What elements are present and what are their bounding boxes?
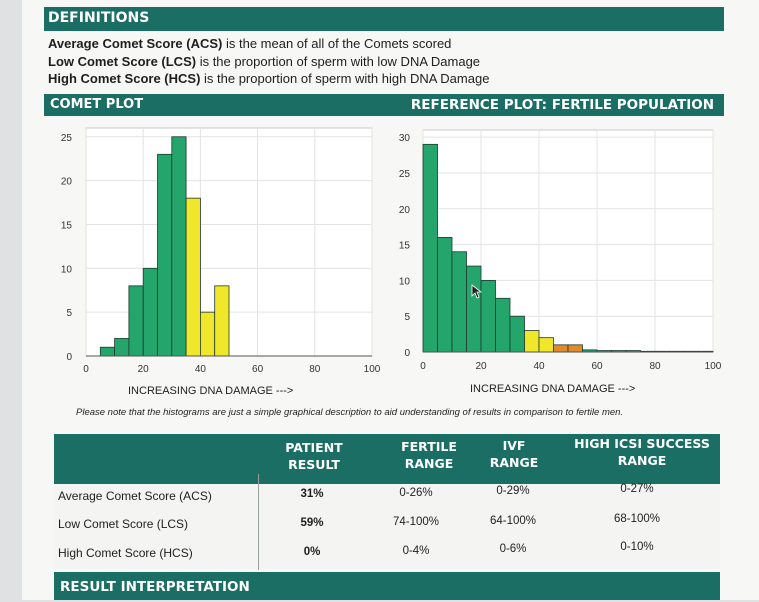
header-ivf-range: IVF RANGE <box>464 437 564 471</box>
mouse-cursor-icon <box>471 284 483 299</box>
comet-plot-x-tick-label: 100 <box>364 364 381 375</box>
comet-plot-title: COMET PLOT <box>50 97 144 112</box>
result-interpretation-header: RESULT INTERPRETATION <box>54 572 720 600</box>
reference-plot-bar <box>567 344 583 353</box>
reference-plot-bar <box>480 279 496 353</box>
reference-plot-bar <box>451 251 467 353</box>
reference-plot-y-tick-label: 15 <box>399 241 411 252</box>
definition-text: is the mean of all of the Comets scored <box>222 36 452 51</box>
comet-plot-x-tick-label: 60 <box>252 364 264 375</box>
comet-plot-y-tick-label: 15 <box>61 220 73 231</box>
header-line: FERTILE <box>401 439 457 454</box>
header-line: RANGE <box>489 455 539 470</box>
comet-plot-y-tick-label: 0 <box>66 352 72 363</box>
comet-plot-x-tick-label: 80 <box>309 364 321 375</box>
reference-plot-bar <box>466 265 482 353</box>
definition-hcs: High Comet Score (HCS) is the proportion… <box>48 71 489 86</box>
reference-plot-x-tick-label: 40 <box>533 361 545 372</box>
hcs-patient-result: 0% <box>303 546 321 558</box>
reference-plot-x-axis-label: INCREASING DNA DAMAGE ---> <box>470 383 636 395</box>
acs-fertile-range: 0-26% <box>399 487 433 499</box>
lcs-ivf-range: 64-100% <box>489 515 537 527</box>
hcs-fertile-range: 0-4% <box>402 545 430 557</box>
row-label-acs: Average Comet Score (ACS) <box>58 489 212 503</box>
reference-plot-y-tick-label: 20 <box>399 205 411 216</box>
header-line: RESULT <box>288 457 340 472</box>
header-line: RANGE <box>404 456 454 471</box>
reference-plot-bar <box>437 237 453 353</box>
definition-term: Average Comet Score (ACS) <box>48 36 223 51</box>
comet-plot-bar <box>199 311 216 357</box>
comet-plot-bar <box>142 267 158 357</box>
header-patient-result: PATIENT RESULT <box>259 439 369 473</box>
reference-plot-bar <box>553 344 569 353</box>
comet-plot-bar <box>171 136 187 357</box>
definition-acs: Average Comet Score (ACS) is the mean of… <box>48 36 451 51</box>
definition-term: High Comet Score (HCS) <box>48 71 201 86</box>
reference-plot-y-tick-label: 30 <box>399 133 411 144</box>
reference-plot-bar <box>538 337 554 353</box>
header-high-icsi-range: HIGH ICSI SUCCESS RANGE <box>562 435 722 469</box>
lcs-icsi-range: 68-100% <box>613 513 661 525</box>
reference-plot-x-tick-label: 0 <box>420 361 426 372</box>
comet-plot-x-tick-label: 20 <box>138 364 150 375</box>
comet-plot-bar <box>114 338 130 357</box>
acs-icsi-range: 0-27% <box>620 483 654 495</box>
row-label-lcs: Low Comet Score (LCS) <box>58 517 189 531</box>
reference-plot-title: REFERENCE PLOT: FERTILE POPULATION <box>410 97 714 113</box>
lcs-fertile-range: 74-100% <box>392 516 440 528</box>
definition-lcs: Low Comet Score (LCS) is the proportion … <box>48 54 480 69</box>
lcs-patient-result: 59% <box>300 517 324 529</box>
reference-plot-y-tick-label: 0 <box>404 348 410 359</box>
comet-plot-bar <box>128 285 144 357</box>
comet-plot-x-tick-label: 40 <box>195 364 207 375</box>
comet-plot-x-tick-label: 0 <box>83 364 89 375</box>
reference-plot-y-tick-label: 25 <box>399 169 411 180</box>
table-divider <box>258 474 259 570</box>
acs-patient-result: 31% <box>300 488 324 500</box>
header-fertile-range: FERTILE RANGE <box>374 438 484 472</box>
comet-plot-bar <box>214 285 230 357</box>
row-label-hcs: High Comet Score (HCS) <box>58 546 193 560</box>
reference-plot-x-tick-label: 100 <box>705 361 722 372</box>
definition-text: is the proportion of sperm with low DNA … <box>196 54 481 69</box>
acs-ivf-range: 0-29% <box>496 485 530 497</box>
definition-term: Low Comet Score (LCS) <box>48 54 197 69</box>
reference-plot-x-tick-label: 20 <box>475 361 487 372</box>
reference-plot-bar <box>509 315 525 353</box>
histogram-note: Please note that the histograms are just… <box>76 407 624 418</box>
results-table-body <box>54 484 720 569</box>
definition-text: is the proportion of sperm with high DNA… <box>200 71 490 86</box>
hcs-ivf-range: 0-6% <box>499 543 527 555</box>
reference-plot-bar <box>495 297 511 353</box>
hcs-icsi-range: 0-10% <box>620 541 654 553</box>
definitions-header: DEFINITIONS <box>44 7 724 31</box>
reference-plot-bar <box>422 143 438 353</box>
reference-plot-y-tick-label: 10 <box>399 276 411 287</box>
comet-plot-bar <box>185 197 201 357</box>
reference-plot-y-tick-label: 5 <box>404 312 410 323</box>
comet-plot-y-tick-label: 25 <box>61 133 73 144</box>
header-line: RANGE <box>617 453 667 468</box>
comet-plot-x-axis-label: INCREASING DNA DAMAGE ---> <box>128 385 294 397</box>
comet-plot-bar <box>157 153 173 357</box>
reference-plot-x-tick-label: 60 <box>591 361 603 372</box>
header-line: IVF <box>502 438 526 453</box>
header-line: HIGH ICSI SUCCESS <box>574 436 710 451</box>
comet-plot-bar <box>99 346 116 357</box>
comet-plot-y-tick-label: 20 <box>61 177 73 188</box>
comet-plot-y-tick-label: 10 <box>61 264 73 275</box>
reference-plot-x-tick-label: 80 <box>649 361 661 372</box>
header-line: PATIENT <box>285 440 343 455</box>
comet-plot-y-tick-label: 5 <box>66 308 72 319</box>
reference-plot-bar <box>524 330 540 353</box>
plots-header: COMET PLOT REFERENCE PLOT: FERTILE POPUL… <box>44 94 724 116</box>
results-table-header: PATIENT RESULT FERTILE RANGE IVF RANGE H… <box>54 434 720 484</box>
